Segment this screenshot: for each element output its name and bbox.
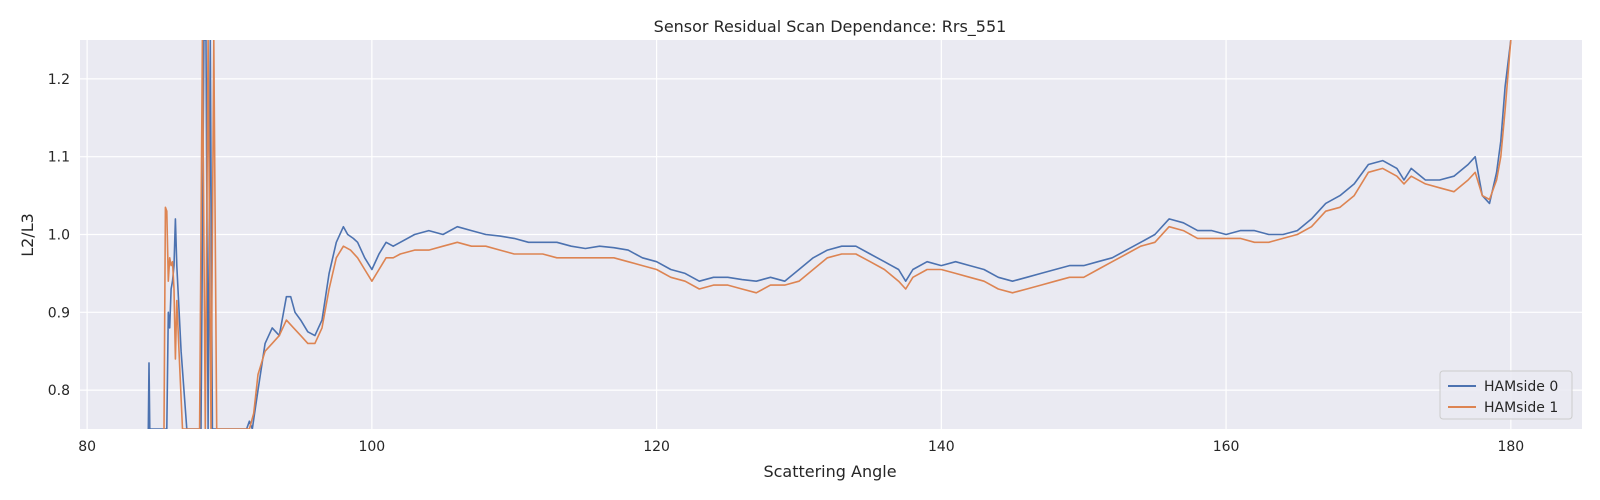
x-tick-label: 160 — [1213, 439, 1240, 455]
legend-label: HAMside 0 — [1484, 379, 1558, 395]
x-axis-ticks: 80 100 120 140 160 180 — [78, 439, 1524, 455]
y-tick-label: 1.0 — [48, 228, 70, 244]
x-axis-label: Scattering Angle — [763, 462, 896, 481]
x-tick-label: 120 — [643, 439, 670, 455]
x-tick-label: 80 — [78, 439, 96, 455]
y-axis-label: L2/L3 — [18, 213, 37, 257]
x-tick-label: 100 — [358, 439, 385, 455]
series-line-hamside-0 — [147, 40, 1512, 429]
y-tick-label: 0.9 — [48, 305, 70, 321]
series-lines — [147, 40, 1512, 429]
legend-label: HAMside 1 — [1484, 400, 1558, 416]
series-line-hamside-1 — [163, 40, 1512, 429]
y-axis-ticks: 0.8 0.9 1.0 1.1 1.2 — [48, 72, 70, 399]
legend: HAMside 0 HAMside 1 — [1439, 370, 1573, 420]
gridlines — [80, 40, 1582, 429]
y-tick-label: 1.2 — [48, 72, 70, 88]
y-tick-label: 0.8 — [48, 383, 70, 399]
y-tick-label: 1.1 — [48, 150, 70, 166]
x-tick-label: 180 — [1497, 439, 1524, 455]
chart-title: Sensor Residual Scan Dependance: Rrs_551 — [654, 17, 1007, 37]
x-tick-label: 140 — [928, 439, 955, 455]
